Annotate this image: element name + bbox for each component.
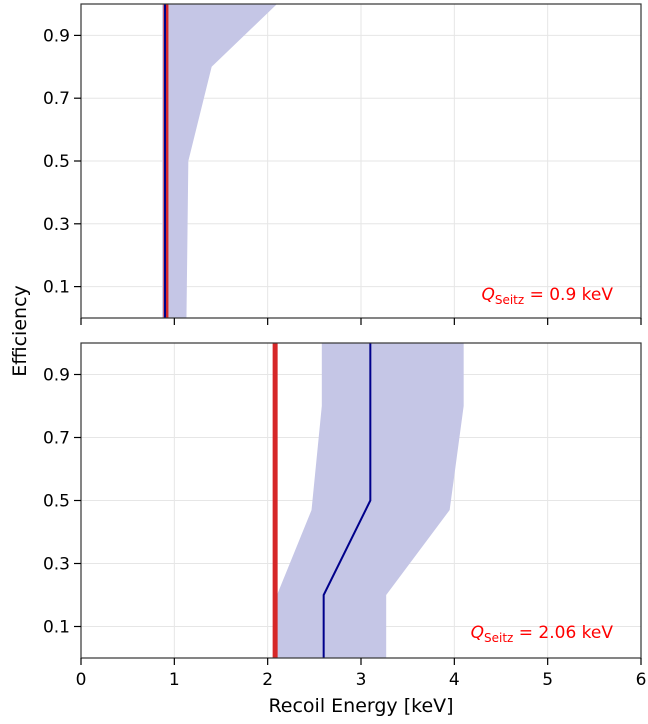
plot-area <box>162 4 277 318</box>
y-tick-label: 0.5 <box>43 152 70 172</box>
panel-top: 0.1 0.3 0.5 0.7 0.9 QSeitz = 0.9 keV <box>43 3 642 325</box>
seitz-annotation: QSeitz = 2.06 keV <box>471 623 614 645</box>
x-tick-label: 0 <box>76 670 87 690</box>
y-tick-label: 0.3 <box>43 215 70 235</box>
x-tick-label: 4 <box>449 670 460 690</box>
y-tick-label: 0.9 <box>43 26 70 46</box>
x-tick-label: 6 <box>636 670 647 690</box>
y-tick-label: 0.1 <box>43 618 70 638</box>
y-axis-label: Efficiency <box>9 285 31 377</box>
uncertainty-band <box>162 4 277 318</box>
seitz-annotation: QSeitz = 0.9 keV <box>481 285 613 307</box>
efficiency-curve <box>322 343 372 658</box>
y-tick-label: 0.7 <box>43 89 70 109</box>
panel-bottom: 0.1 0.3 0.5 0.7 0.9 0 1 2 3 4 5 6 QSeitz = 2.06 keV <box>43 342 647 690</box>
x-tick-label: 2 <box>262 670 273 690</box>
x-tick-label: 1 <box>169 670 180 690</box>
x-axis-label: Recoil Energy [keV] <box>268 695 453 717</box>
y-tick-label: 0.5 <box>43 492 70 512</box>
x-tick-label: 5 <box>542 670 553 690</box>
y-tick-label: 0.9 <box>43 366 70 386</box>
x-tick-label: 3 <box>356 670 367 690</box>
y-tick-label: 0.7 <box>43 429 70 449</box>
y-tick-label: 0.1 <box>43 278 70 298</box>
y-tick-label: 0.3 <box>43 555 70 575</box>
plot-area <box>272 343 464 658</box>
